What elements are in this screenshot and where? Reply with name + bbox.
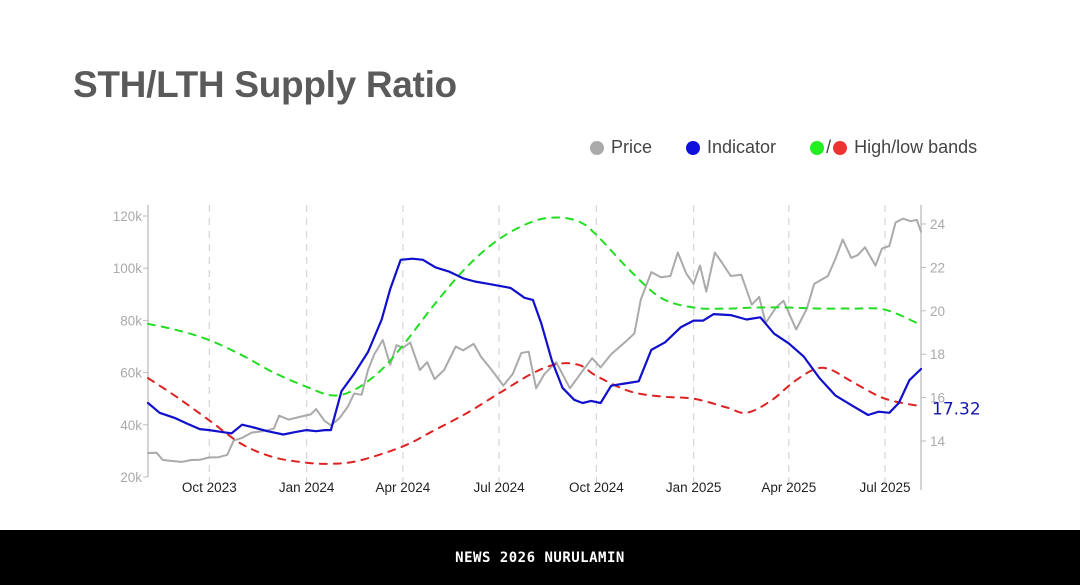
series-line-indicator — [146, 257, 923, 436]
y-right-tick-label: 24 — [930, 217, 946, 232]
x-tick-label: Oct 2024 — [569, 480, 624, 495]
y-left-tick-label: 120k — [113, 209, 143, 224]
series-line-price — [147, 217, 922, 463]
gridlines — [208, 205, 886, 477]
x-tick-label: Jul 2025 — [860, 480, 911, 495]
last-value-label: 17.32 — [932, 399, 981, 419]
y-right-tick-label: 18 — [930, 347, 945, 362]
legend-item-bands[interactable]: / High/low bands — [810, 137, 977, 158]
banner-text: NEWS 2026 NURULAMIN — [455, 549, 625, 566]
series-line-low-band — [147, 362, 922, 465]
y-left-tick-label: 80k — [120, 313, 142, 328]
chart-title: STH/LTH Supply Ratio — [73, 64, 457, 105]
legend-label-bands: High/low bands — [854, 137, 978, 157]
price-legend-dot-icon — [590, 140, 604, 155]
x-tick-label: Oct 2023 — [182, 480, 237, 495]
series-line-high-band — [147, 216, 922, 397]
y-left-tick-label: 40k — [120, 418, 142, 433]
y-left-tick-label: 100k — [113, 261, 143, 276]
series-group — [146, 216, 923, 465]
axes — [143, 205, 926, 490]
legend-item-indicator[interactable]: Indicator — [686, 137, 776, 158]
x-tick-label: Apr 2024 — [375, 480, 430, 495]
legend-label-price: Price — [611, 137, 653, 157]
legend-label-indicator: Indicator — [707, 137, 777, 157]
footer-banner: NEWS 2026 NURULAMIN — [0, 530, 1080, 585]
axis-labels: Oct 2023 Jan 2024 Apr 2024 Jul 2024 Oct 2024… — [113, 209, 981, 495]
y-left-tick-label: 60k — [120, 366, 142, 381]
chart-area: Oct 2023 Jan 2024 Apr 2024 Jul 2024 Oct 2024… — [113, 205, 981, 495]
x-tick-label: Jan 2024 — [279, 480, 335, 495]
y-left-tick-label: 20k — [120, 470, 142, 485]
y-right-tick-label: 16 — [930, 391, 945, 406]
low-band-legend-dot-icon — [833, 140, 848, 155]
x-tick-label: Jul 2024 — [474, 480, 526, 495]
indicator-legend-dot-icon — [686, 140, 701, 155]
y-right-tick-label: 22 — [930, 260, 945, 275]
legend-slash: / — [826, 137, 832, 157]
y-right-tick-label: 14 — [930, 434, 946, 449]
x-tick-label: Jan 2025 — [666, 480, 722, 495]
legend-item-price[interactable]: Price — [590, 137, 652, 158]
y-right-tick-label: 20 — [930, 304, 945, 319]
x-tick-label: Apr 2025 — [761, 480, 816, 495]
high-band-legend-dot-icon — [810, 140, 825, 155]
legend: Price Indicator / High/low bands — [590, 137, 977, 158]
